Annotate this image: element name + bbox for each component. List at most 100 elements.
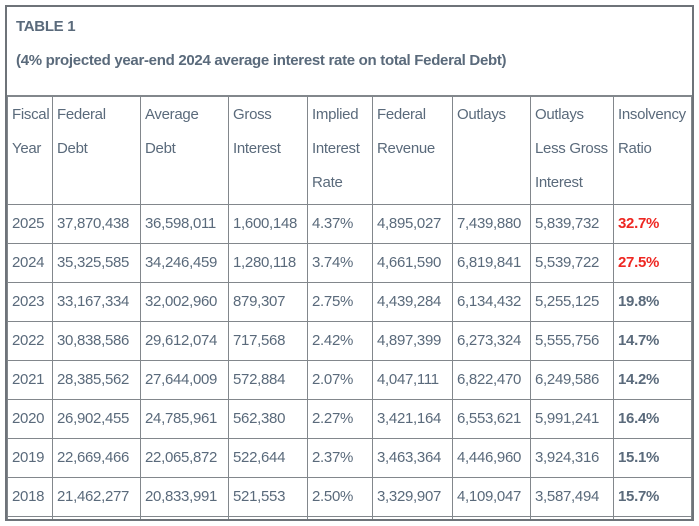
cell-outlays-less-gross-interest: 5,991,241 [530, 399, 614, 439]
column-header-line: Less Gross [535, 140, 608, 157]
cell-gross-interest: 521,553 [228, 477, 308, 517]
cell-outlays: 6,134,432 [452, 282, 531, 322]
cell-federal-revenue: 4,047,111 [372, 360, 453, 400]
cell-implied-interest-rate: 2.07% [307, 360, 373, 400]
cell-implied-interest-rate: 3.74% [307, 243, 373, 283]
cell-average-debt: 36,598,011 [140, 204, 229, 244]
cell-outlays-less-gross-interest: 5,255,125 [530, 282, 614, 322]
column-header-implied-interest-rate: Implied Interest Rate [307, 96, 373, 205]
cell-federal-debt: 33,167,334 [52, 282, 141, 322]
column-header-line: Federal [57, 106, 106, 123]
cell-insolvency-ratio: 14.2% [613, 360, 692, 400]
table-row-2020: 2020 26,902,455 24,785,961 562,380 2.27% 3,42… [7, 399, 692, 439]
column-header-line: Federal [377, 106, 426, 123]
cell-federal-debt: 26,902,455 [52, 399, 141, 439]
column-header-line: Outlays [457, 106, 506, 123]
column-header-line: Year [12, 140, 42, 157]
clipped-cell [372, 516, 453, 519]
cell-outlays: 6,553,621 [452, 399, 531, 439]
cell-federal-revenue: 3,329,907 [372, 477, 453, 517]
cell-outlays: 6,822,470 [452, 360, 531, 400]
table-body: 2025 37,870,438 36,598,011 1,600,148 4.37% 4,… [7, 204, 692, 519]
column-header-outlays: Outlays [452, 96, 531, 205]
cell-fiscal-year: 2018 [7, 477, 53, 517]
cell-outlays: 7,439,880 [452, 204, 531, 244]
header-row: Fiscal Year Federal Debt Average Debt Gross Int… [7, 96, 692, 205]
column-header-line: Implied [312, 106, 359, 123]
data-table: Fiscal Year Federal Debt Average Debt Gross Int… [7, 96, 692, 519]
cell-implied-interest-rate: 2.42% [307, 321, 373, 361]
cell-federal-revenue: 4,895,027 [372, 204, 453, 244]
cell-insolvency-ratio: 16.4% [613, 399, 692, 439]
cell-federal-debt: 35,325,585 [52, 243, 141, 283]
cell-average-debt: 20,833,991 [140, 477, 229, 517]
column-header-line: Debt [57, 140, 88, 157]
cell-fiscal-year: 2025 [7, 204, 53, 244]
cell-federal-debt: 22,669,466 [52, 438, 141, 478]
cell-federal-debt: 28,385,562 [52, 360, 141, 400]
table-subtitle: (4% projected year-end 2024 average inte… [16, 52, 507, 69]
table-1: TABLE 1 (4% projected year-end 2024 aver… [5, 5, 694, 521]
table-row-2021: 2021 28,385,562 27,644,009 572,884 2.07% 4,04… [7, 360, 692, 400]
cell-federal-debt: 21,462,277 [52, 477, 141, 517]
cell-gross-interest: 572,884 [228, 360, 308, 400]
cell-insolvency-ratio: 15.1% [613, 438, 692, 478]
cell-insolvency-ratio: 27.5% [613, 243, 692, 283]
clipped-partial-row [7, 516, 692, 519]
cell-average-debt: 27,644,009 [140, 360, 229, 400]
cell-federal-revenue: 4,661,590 [372, 243, 453, 283]
clipped-cell [530, 516, 614, 519]
column-header-federal-debt: Federal Debt [52, 96, 141, 205]
cell-fiscal-year: 2019 [7, 438, 53, 478]
column-header-line: Outlays [535, 106, 584, 123]
cell-outlays: 6,819,841 [452, 243, 531, 283]
clipped-cell [307, 516, 373, 519]
cell-implied-interest-rate: 4.37% [307, 204, 373, 244]
cell-gross-interest: 1,280,118 [228, 243, 308, 283]
cell-outlays-less-gross-interest: 3,587,494 [530, 477, 614, 517]
cell-federal-revenue: 4,897,399 [372, 321, 453, 361]
clipped-cell [7, 516, 53, 519]
table-row-2025: 2025 37,870,438 36,598,011 1,600,148 4.37% 4,… [7, 204, 692, 244]
cell-outlays: 4,446,960 [452, 438, 531, 478]
cell-federal-debt: 37,870,438 [52, 204, 141, 244]
column-header-fiscal-year: Fiscal Year [7, 96, 53, 205]
column-header-outlays-less-gross-interest: Outlays Less Gross Interest [530, 96, 614, 205]
column-header-federal-revenue: Federal Revenue [372, 96, 453, 205]
cell-average-debt: 29,612,074 [140, 321, 229, 361]
cell-implied-interest-rate: 2.37% [307, 438, 373, 478]
table-title: TABLE 1 [16, 18, 76, 35]
cell-implied-interest-rate: 2.27% [307, 399, 373, 439]
cell-federal-revenue: 3,463,364 [372, 438, 453, 478]
cell-fiscal-year: 2022 [7, 321, 53, 361]
cell-average-debt: 32,002,960 [140, 282, 229, 322]
table-row-2018: 2018 21,462,277 20,833,991 521,553 2.50% 3,32… [7, 477, 692, 517]
cell-outlays: 6,273,324 [452, 321, 531, 361]
column-header-line: Rate [312, 174, 343, 191]
cell-federal-revenue: 4,439,284 [372, 282, 453, 322]
column-header-line: Debt [145, 140, 176, 157]
column-header-line: Interest [535, 174, 583, 191]
clipped-cell [452, 516, 531, 519]
cell-insolvency-ratio: 32.7% [613, 204, 692, 244]
column-header-line: Interest [233, 140, 281, 157]
cell-gross-interest: 879,307 [228, 282, 308, 322]
cell-average-debt: 24,785,961 [140, 399, 229, 439]
cell-fiscal-year: 2024 [7, 243, 53, 283]
table-row-2023: 2023 33,167,334 32,002,960 879,307 2.75% 4,43… [7, 282, 692, 322]
cell-insolvency-ratio: 14.7% [613, 321, 692, 361]
column-header-line: Interest [312, 140, 360, 157]
column-header-line: Insolvency [618, 106, 686, 123]
column-header-line: Fiscal [12, 106, 50, 123]
cell-insolvency-ratio: 19.8% [613, 282, 692, 322]
cell-average-debt: 22,065,872 [140, 438, 229, 478]
table-row-2024: 2024 35,325,585 34,246,459 1,280,118 3.74% 4,… [7, 243, 692, 283]
cell-federal-revenue: 3,421,164 [372, 399, 453, 439]
cell-implied-interest-rate: 2.50% [307, 477, 373, 517]
cell-outlays-less-gross-interest: 5,555,756 [530, 321, 614, 361]
cell-fiscal-year: 2020 [7, 399, 53, 439]
column-header-line: Gross [233, 106, 272, 123]
cell-federal-debt: 30,838,586 [52, 321, 141, 361]
clipped-cell [613, 516, 692, 519]
